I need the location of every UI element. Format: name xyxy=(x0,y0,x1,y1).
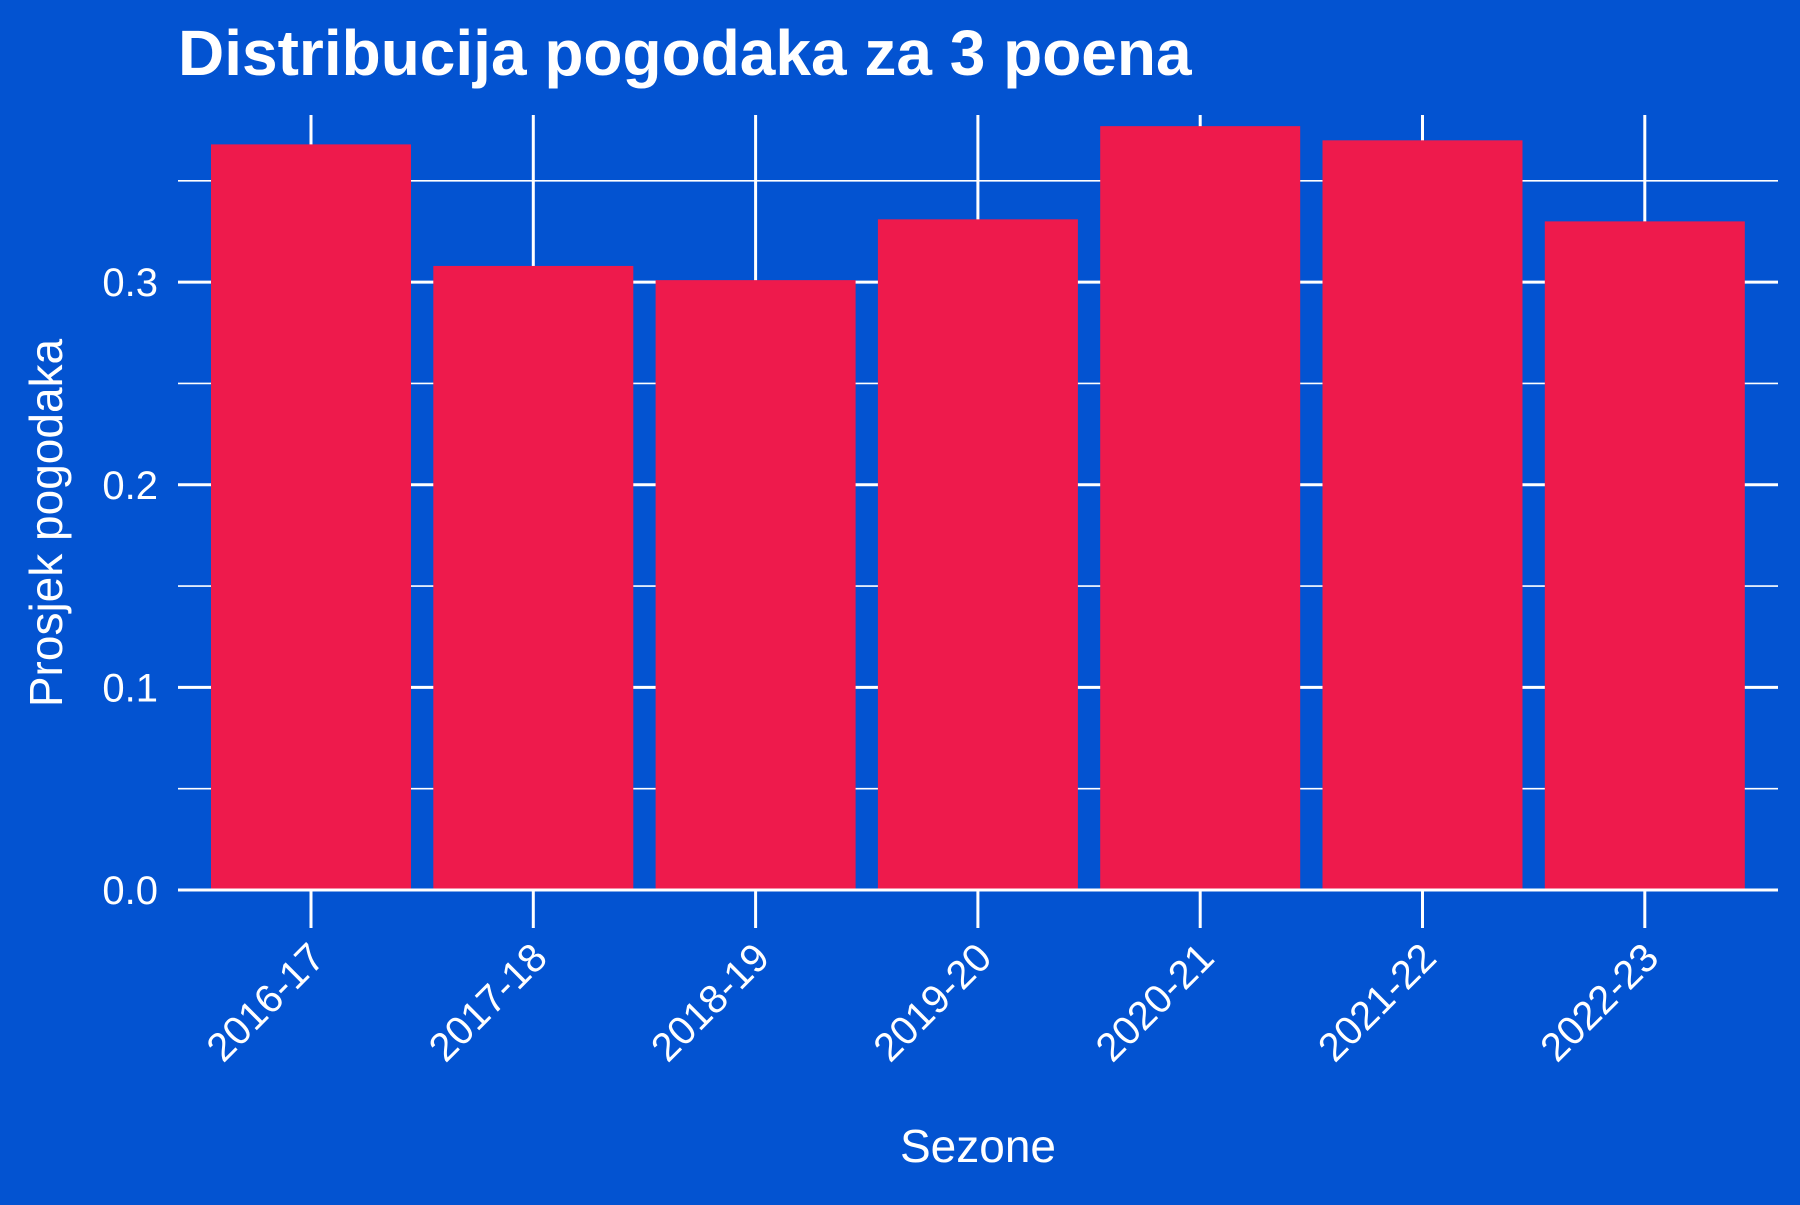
chart-title: Distribucija pogodaka za 3 poena xyxy=(178,17,1192,89)
y-tick-label: 0.3 xyxy=(102,261,158,305)
x-axis-title: Sezone xyxy=(900,1120,1056,1172)
y-tick-label: 0.1 xyxy=(102,666,158,710)
y-tick-label: 0.2 xyxy=(102,464,158,508)
bar-2019-20 xyxy=(877,219,1078,890)
bar-2022-23 xyxy=(1544,221,1745,890)
y-axis-title: Prosjek pogodaka xyxy=(20,338,72,707)
bars xyxy=(211,126,1745,891)
bar-2017-18 xyxy=(433,265,634,890)
bar-2018-19 xyxy=(655,280,856,890)
y-tick-label: 0.0 xyxy=(102,869,158,913)
bar-2021-22 xyxy=(1322,140,1523,891)
bar-2020-21 xyxy=(1100,126,1301,890)
bar-2016-17 xyxy=(211,144,411,890)
